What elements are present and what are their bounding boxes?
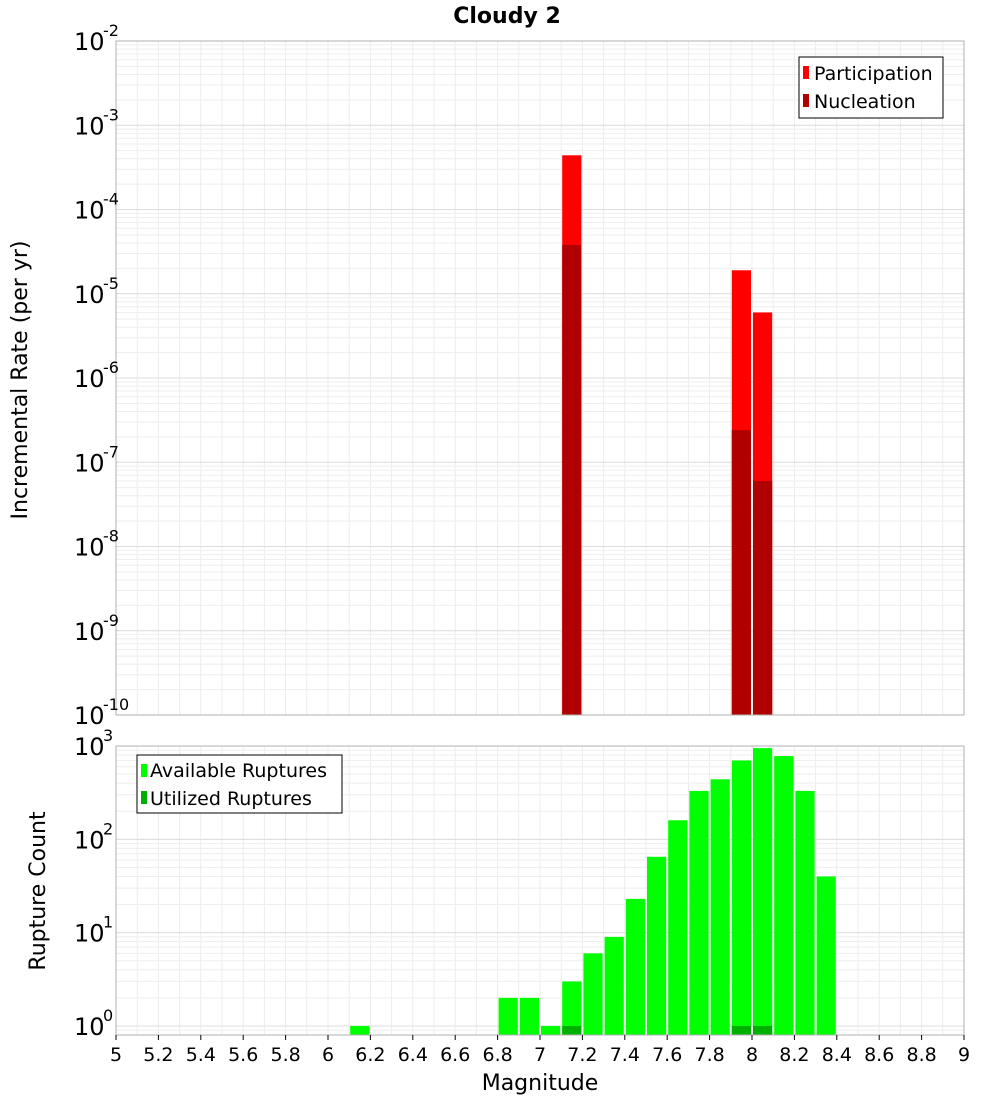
x-tick-label: 5.2 [143,1044,173,1066]
top-y-tick-label: 10 [74,702,105,730]
legend-swatch-participation [803,66,809,79]
x-tick-label: 8.8 [906,1044,936,1066]
bottom-bar-primary [562,981,582,1035]
top-y-tick-exponent: -5 [103,274,119,293]
top-y-tick-exponent: -7 [103,442,119,461]
top-y-tick-label: 10 [74,112,105,140]
bottom-bar-secondary [562,1025,582,1035]
x-tick-label: 8 [746,1044,758,1066]
top-y-tick-label: 10 [74,365,105,393]
bottom-bar-primary [647,856,667,1035]
x-tick-label: 8.2 [779,1044,809,1066]
top-y-tick-label: 10 [74,281,105,309]
bottom-y-tick-label: 10 [74,1013,105,1041]
bottom-bar-primary [541,1025,561,1035]
x-tick-label: 6.4 [398,1044,428,1066]
bottom-bar-primary [625,898,645,1035]
top-y-tick-exponent: -8 [103,527,119,546]
x-tick-label: 6.2 [355,1044,385,1066]
top-y-tick-label: 10 [74,534,105,562]
x-tick-label: 7.2 [567,1044,597,1066]
x-tick-label: 5 [110,1044,122,1066]
bottom-y-tick-exponent: 1 [103,913,113,932]
legend-swatch-nucleation [803,94,809,107]
top-y-tick-exponent: -9 [103,611,119,630]
bottom-y-tick-label: 10 [74,826,105,854]
top-y-axis-label: Incremental Rate (per yr) [8,241,33,520]
bottom-y-tick-label: 10 [74,733,105,761]
bottom-bars [350,748,836,1035]
x-tick-label: 8.4 [822,1044,852,1066]
bottom-bar-primary [795,790,815,1035]
top-y-tick-label: 10 [74,618,105,646]
top-y-tick-label: 10 [74,197,105,225]
bottom-bar-primary [498,997,518,1035]
bottom-legend-box [136,754,343,814]
bottom-bar-primary [350,1025,370,1035]
top-legend: Participation Nucleation [798,56,944,119]
top-y-tick-label: 10 [74,28,105,56]
x-tick-label: 7.6 [652,1044,682,1066]
top-bar-secondary [731,430,751,715]
bottom-y-axis-label: Rupture Count [26,811,51,971]
top-bars [562,155,773,715]
top-gridlines [115,40,965,716]
x-tick-label: 5.4 [186,1044,216,1066]
bottom-bar-secondary [731,1025,751,1035]
x-tick-label: 6 [322,1044,334,1066]
legend-swatch-utilized [141,791,147,804]
chart-title: Cloudy 2 [453,4,561,29]
top-y-tick-exponent: -4 [103,190,119,209]
x-tick-label: 5.8 [270,1044,300,1066]
x-tick-label: 7 [534,1044,546,1066]
bottom-bar-secondary [753,1025,773,1035]
top-y-tick-exponent: -2 [103,21,119,40]
x-tick-label: 8.6 [864,1044,894,1066]
x-ticks: 5 5.2 5.4 5.6 5.8 6 6.2 6.4 6.6 6.8 7 7.2 7.4 7.6 7.8 8… [110,1035,970,1066]
bottom-bar-primary [583,953,603,1035]
legend-swatch-available [141,764,147,777]
legend-label-participation: Participation [814,63,933,85]
bottom-bar-primary [774,756,794,1035]
top-bar-secondary [562,244,582,715]
top-y-tick-exponent: -3 [103,105,119,124]
x-tick-label: 9 [958,1044,970,1066]
x-tick-label: 5.6 [228,1044,258,1066]
x-tick-label: 6.8 [482,1044,512,1066]
top-y-tick-exponent: -6 [103,358,119,377]
x-axis-label: Magnitude [482,1071,599,1096]
bottom-y-tick-exponent: 2 [103,819,113,838]
legend-label-utilized: Utilized Ruptures [150,788,312,810]
top-legend-box [798,56,944,119]
bottom-bar-primary [668,820,688,1035]
bottom-bar-primary [689,790,709,1035]
x-tick-label: 7.8 [694,1044,724,1066]
bottom-bar-primary [731,760,751,1035]
legend-label-available: Available Ruptures [150,760,327,782]
top-plot-frame [115,40,965,716]
bottom-y-tick-exponent: 3 [103,726,113,745]
bottom-bar-primary [753,748,773,1035]
bottom-bar-primary [816,876,836,1035]
bottom-bar-primary [710,779,730,1035]
top-y-tick-exponent: -10 [103,695,129,714]
bottom-legend: Available Ruptures Utilized Ruptures [136,754,343,814]
bottom-y-tick-label: 10 [74,920,105,948]
x-tick-label: 7.4 [610,1044,640,1066]
top-y-tick-label: 10 [74,449,105,477]
bottom-y-tick-exponent: 0 [103,1006,113,1025]
top-bar-secondary [753,480,773,715]
bottom-bar-primary [604,936,624,1035]
legend-label-nucleation: Nucleation [814,91,916,113]
x-tick-label: 6.6 [440,1044,470,1066]
bottom-bar-primary [519,997,539,1035]
